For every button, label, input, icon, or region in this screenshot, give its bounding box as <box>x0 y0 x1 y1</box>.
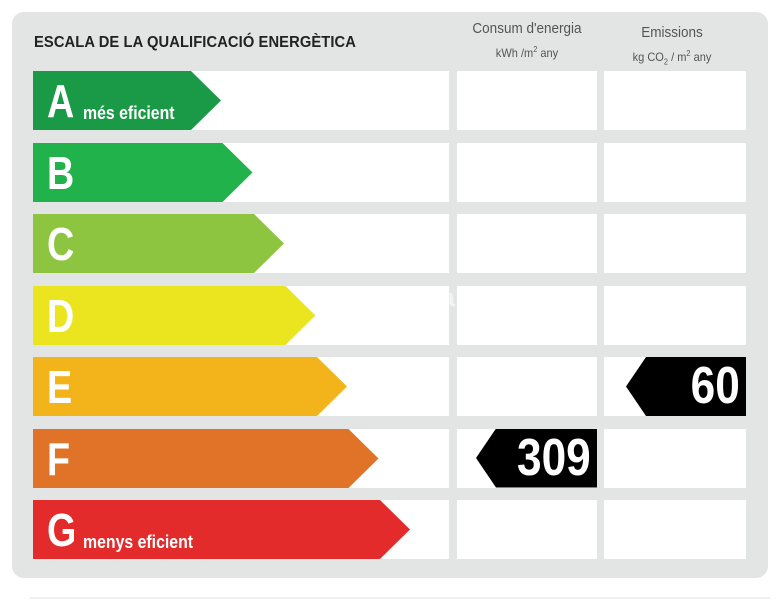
class-letter: F <box>47 432 71 485</box>
class-arrow-shape <box>33 500 410 559</box>
emissions-header: Emissions kg CO2 / m2 any <box>601 24 743 70</box>
class-letter: B <box>47 146 75 199</box>
class-letter: D <box>47 289 75 342</box>
consumption-cell-b <box>457 142 597 202</box>
class-arrow-shape <box>33 142 253 202</box>
consumption-rating-pointer: 309 <box>476 428 597 488</box>
consumption-cell-e <box>457 357 597 416</box>
watermark: habitaclia <box>326 282 456 312</box>
emissions-cell-a <box>604 71 746 130</box>
emissions-cell-g <box>604 500 746 559</box>
class-arrow-shape <box>33 71 221 130</box>
emissions-cell-c <box>604 214 746 273</box>
class-arrow-shape <box>33 428 379 488</box>
class-letter: C <box>47 218 75 270</box>
emissions-rating-pointer: 60 <box>626 357 746 416</box>
consumption-header-title: Consum d'energia <box>472 20 582 37</box>
class-arrow-b: B <box>33 142 253 202</box>
class-letter: G <box>47 504 77 556</box>
emissions-cell-b <box>604 142 746 202</box>
class-caption: més eficient <box>83 103 175 123</box>
emissions-cell-d <box>604 285 746 345</box>
class-arrow-shape <box>33 214 284 273</box>
class-arrow-shape <box>33 285 316 345</box>
scale-title: ESCALA DE LA QUALIFICACIÓ ENERGÈTICA <box>34 34 356 51</box>
consumption-cell-c <box>457 214 597 273</box>
divider <box>30 597 770 599</box>
class-arrow-e: E <box>33 357 347 416</box>
consumption-cell-g <box>457 500 597 559</box>
class-arrow-d: D <box>33 285 316 345</box>
emissions-rating-pointer-value: 60 <box>690 357 740 415</box>
consumption-cell-d <box>457 285 597 345</box>
consumption-rating-pointer-value: 309 <box>517 428 591 487</box>
consumption-header: Consum d'energia kWh /m2 any <box>457 20 597 61</box>
class-letter: E <box>47 361 73 413</box>
class-letter: A <box>47 75 75 127</box>
consumption-header-unit: kWh /m2 any <box>495 45 559 60</box>
consumption-cell-a <box>457 71 597 130</box>
class-arrow-shape <box>33 357 347 416</box>
class-arrow-f: F <box>33 428 379 488</box>
emissions-header-title: Emissions <box>641 24 703 41</box>
emissions-header-unit: kg CO2 / m2 any <box>632 49 712 67</box>
class-caption: menys eficient <box>83 532 194 552</box>
emissions-cell-f <box>604 428 746 488</box>
class-arrow-c: C <box>33 214 284 273</box>
